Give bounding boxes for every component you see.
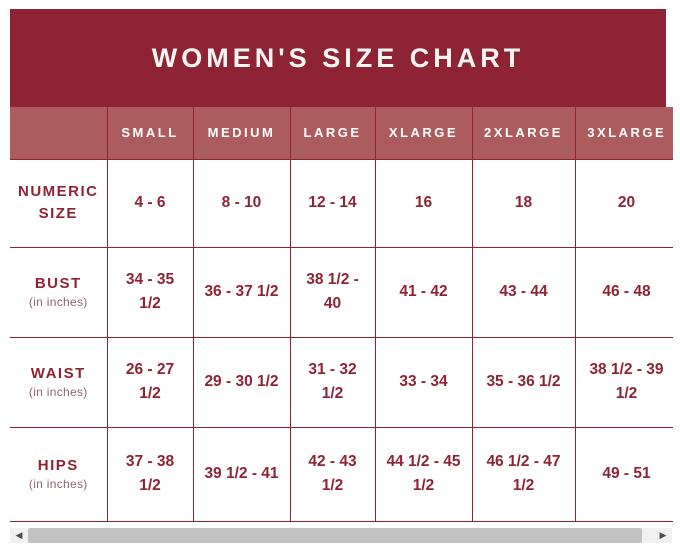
cell-waist-2xlarge: 35 - 36 1/2 (471, 336, 576, 428)
column-header-3xlarge: 3XLARGE (574, 107, 673, 160)
scrollbar-track[interactable] (28, 528, 654, 543)
cell-waist-xlarge: 33 - 34 (374, 336, 473, 428)
row-label-bust: BUST (in inches) (10, 246, 108, 338)
scroll-right-icon: ▶ (659, 530, 667, 540)
cell-hips-large: 42 - 43 1/2 (289, 426, 376, 522)
cell-bust-medium: 36 - 37 1/2 (192, 246, 291, 338)
row-label-text: BUST (34, 275, 82, 293)
cell-waist-medium: 29 - 30 1/2 (192, 336, 291, 428)
cell-bust-xlarge: 41 - 42 (374, 246, 473, 338)
cell-numeric-small: 4 - 6 (106, 158, 194, 248)
cell-hips-2xlarge: 46 1/2 - 47 1/2 (471, 426, 576, 522)
cell-numeric-medium: 8 - 10 (192, 158, 291, 248)
cell-waist-3xlarge: 38 1/2 - 39 1/2 (574, 336, 673, 428)
size-chart-viewport[interactable]: SMALL MEDIUM LARGE XLARGE 2XLARGE 3XLARG… (10, 107, 673, 522)
scrollbar-thumb[interactable] (28, 528, 642, 543)
cell-hips-3xlarge: 49 - 51 (574, 426, 673, 522)
cell-bust-small: 34 - 35 1/2 (106, 246, 194, 338)
scroll-left-icon: ◀ (15, 530, 23, 540)
corner-cell (10, 107, 107, 160)
cell-hips-medium: 39 1/2 - 41 (192, 426, 291, 522)
cell-numeric-large: 12 - 14 (289, 158, 376, 248)
row-label-sub: (in inches) (28, 295, 88, 310)
horizontal-scrollbar[interactable]: ◀ ▶ (10, 528, 672, 543)
scroll-left-button[interactable]: ◀ (10, 528, 28, 543)
scroll-right-button[interactable]: ▶ (654, 528, 672, 543)
column-header-2xlarge: 2XLARGE (471, 107, 575, 160)
table-row-numeric-size: NUMERIC SIZE 4 - 6 8 - 10 12 - 14 16 18 … (10, 158, 673, 248)
column-header-large: LARGE (289, 107, 375, 160)
cell-bust-3xlarge: 46 - 48 (574, 246, 673, 338)
row-label-sub: (in inches) (28, 385, 88, 400)
column-header-xlarge: XLARGE (374, 107, 472, 160)
column-header-small: SMALL (106, 107, 193, 160)
cell-numeric-3xlarge: 20 (574, 158, 673, 248)
column-header-medium: MEDIUM (192, 107, 290, 160)
row-label-sub: (in inches) (28, 477, 88, 492)
table-row-bust: BUST (in inches) 34 - 35 1/2 36 - 37 1/2… (10, 246, 673, 338)
row-label-numeric-size: NUMERIC SIZE (10, 158, 108, 248)
cell-hips-small: 37 - 38 1/2 (106, 426, 194, 522)
header-row: SMALL MEDIUM LARGE XLARGE 2XLARGE 3XLARG… (10, 107, 673, 160)
cell-hips-xlarge: 44 1/2 - 45 1/2 (374, 426, 473, 522)
row-label-waist: WAIST (in inches) (10, 336, 108, 428)
cell-waist-small: 26 - 27 1/2 (106, 336, 194, 428)
table-row-hips: HIPS (in inches) 37 - 38 1/2 39 1/2 - 41… (10, 426, 673, 522)
table-row-waist: WAIST (in inches) 26 - 27 1/2 29 - 30 1/… (10, 336, 673, 428)
cell-bust-2xlarge: 43 - 44 (471, 246, 576, 338)
page-title: WOMEN'S SIZE CHART (151, 42, 525, 73)
cell-numeric-xlarge: 16 (374, 158, 473, 248)
size-chart-table: SMALL MEDIUM LARGE XLARGE 2XLARGE 3XLARG… (10, 107, 673, 522)
row-label-text: HIPS (37, 457, 79, 475)
cell-numeric-2xlarge: 18 (471, 158, 576, 248)
title-banner: WOMEN'S SIZE CHART (10, 9, 666, 107)
row-label-hips: HIPS (in inches) (10, 426, 108, 522)
row-label-text: NUMERIC SIZE (18, 183, 99, 222)
cell-bust-large: 38 1/2 - 40 (289, 246, 376, 338)
row-label-text: WAIST (30, 365, 86, 383)
cell-waist-large: 31 - 32 1/2 (289, 336, 376, 428)
